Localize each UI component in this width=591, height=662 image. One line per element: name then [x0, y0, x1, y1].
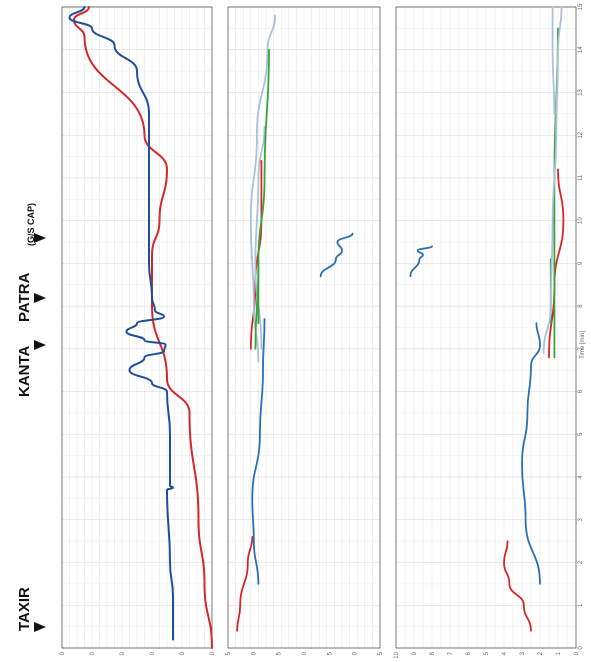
x-tick-label: 14 [578, 46, 584, 53]
label-gs-cap: (G/S CAP) [26, 203, 36, 246]
label-taxir: TAXIR [16, 587, 33, 631]
y-tick-label: 5 [226, 651, 232, 655]
series-line [73, 6, 213, 649]
y-tick-label: 2 [538, 651, 544, 655]
x-axis-label: Time [min] [580, 331, 586, 359]
x-tick-label: 15 [578, 3, 584, 10]
y-tick-label: 10 [394, 651, 400, 658]
x-tick-label: 9 [578, 261, 584, 265]
y-tick-label: 4 [502, 651, 508, 655]
x-tick-label: 12 [578, 131, 584, 138]
series-line [521, 322, 541, 585]
y-tick-label: 0 [60, 651, 66, 655]
marker-gscap-arrow [34, 233, 46, 243]
series-line [542, 6, 563, 354]
y-tick-label: 8 [430, 651, 436, 655]
x-tick-label: 11 [578, 174, 584, 181]
series-line [68, 6, 174, 641]
y-tick-label: 0 [120, 651, 126, 655]
y-tick-label: 7 [448, 651, 454, 655]
x-tick-label: 13 [578, 88, 584, 95]
series-line [409, 245, 433, 278]
x-tick-label: 8 [578, 304, 584, 308]
x-tick-label: 2 [578, 560, 584, 564]
y-tick-label: 9 [412, 651, 418, 655]
panel-frame [227, 6, 381, 649]
x-tick-label: 10 [578, 217, 584, 224]
series-line [319, 232, 354, 278]
y-tick-label: 5 [277, 651, 283, 655]
y-tick-label: 6 [466, 651, 472, 655]
x-tick-label: 7 [578, 347, 584, 351]
y-tick-label: 0 [180, 651, 186, 655]
y-tick-label: 0 [574, 651, 580, 655]
marker-taxir-arrow [34, 622, 46, 632]
y-tick-label: 5 [378, 651, 384, 655]
series-line [551, 6, 556, 115]
x-tick-label: 5 [578, 432, 584, 436]
label-kanta: KANTA [16, 345, 33, 397]
marker-patra-arrow [34, 293, 46, 303]
y-tick-label: 0 [251, 651, 257, 655]
y-tick-label: 3 [520, 651, 526, 655]
x-tick-label: 3 [578, 517, 584, 521]
panel-frame [61, 6, 213, 649]
panel-top: 0 0 0 0 0 0 [60, 6, 216, 655]
y-tick-label: 0 [353, 651, 359, 655]
y-tick-label: 0 [210, 651, 216, 655]
y-tick-label: 5 [484, 651, 490, 655]
y-tick-label: 0 [90, 651, 96, 655]
y-tick-label: 0 [150, 651, 156, 655]
y-tick-label: 0 [302, 651, 308, 655]
series-line [249, 14, 276, 363]
label-patra: PATRA [16, 272, 33, 322]
x-tick-label: 4 [578, 475, 584, 479]
panel-frame [395, 6, 577, 649]
y-tick-label: 5 [327, 651, 333, 655]
series-line [236, 536, 254, 632]
x-tick-label: 0 [578, 646, 584, 650]
y-tick-label: 1 [556, 651, 562, 655]
series-line [503, 540, 532, 632]
panel-middle: 5 0 5 0 5 0 5 [226, 6, 384, 655]
series-line [251, 318, 266, 585]
x-tick-label: 1 [578, 603, 584, 607]
marker-kanta-arrow [34, 340, 46, 350]
series-line [254, 48, 270, 350]
x-tick-label: 6 [578, 389, 584, 393]
